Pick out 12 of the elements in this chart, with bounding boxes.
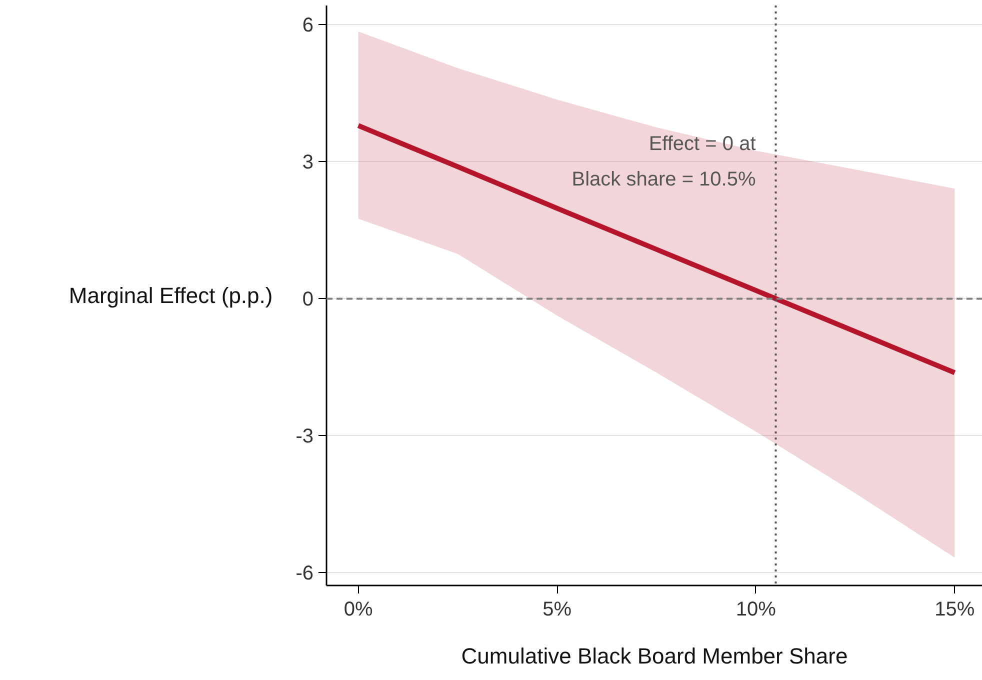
- x-axis-title: Cumulative Black Board Member Share: [461, 644, 848, 668]
- y-tick-label: 6: [302, 14, 314, 37]
- x-tick-label: 15%: [934, 598, 975, 620]
- y-tick-label: -3: [296, 426, 314, 448]
- y-axis-title: Marginal Effect (p.p.): [68, 283, 273, 308]
- x-tick-label: 5%: [542, 598, 572, 620]
- ref-line-label: Effect = 0 at Black share = 10.5%: [572, 133, 756, 190]
- y-tick-label: 0: [302, 288, 314, 311]
- x-tick-label: 10%: [736, 598, 776, 620]
- y-tick-label: 3: [302, 152, 314, 174]
- y-tick-label: -6: [296, 562, 314, 585]
- x-tick-label: 0%: [344, 598, 373, 620]
